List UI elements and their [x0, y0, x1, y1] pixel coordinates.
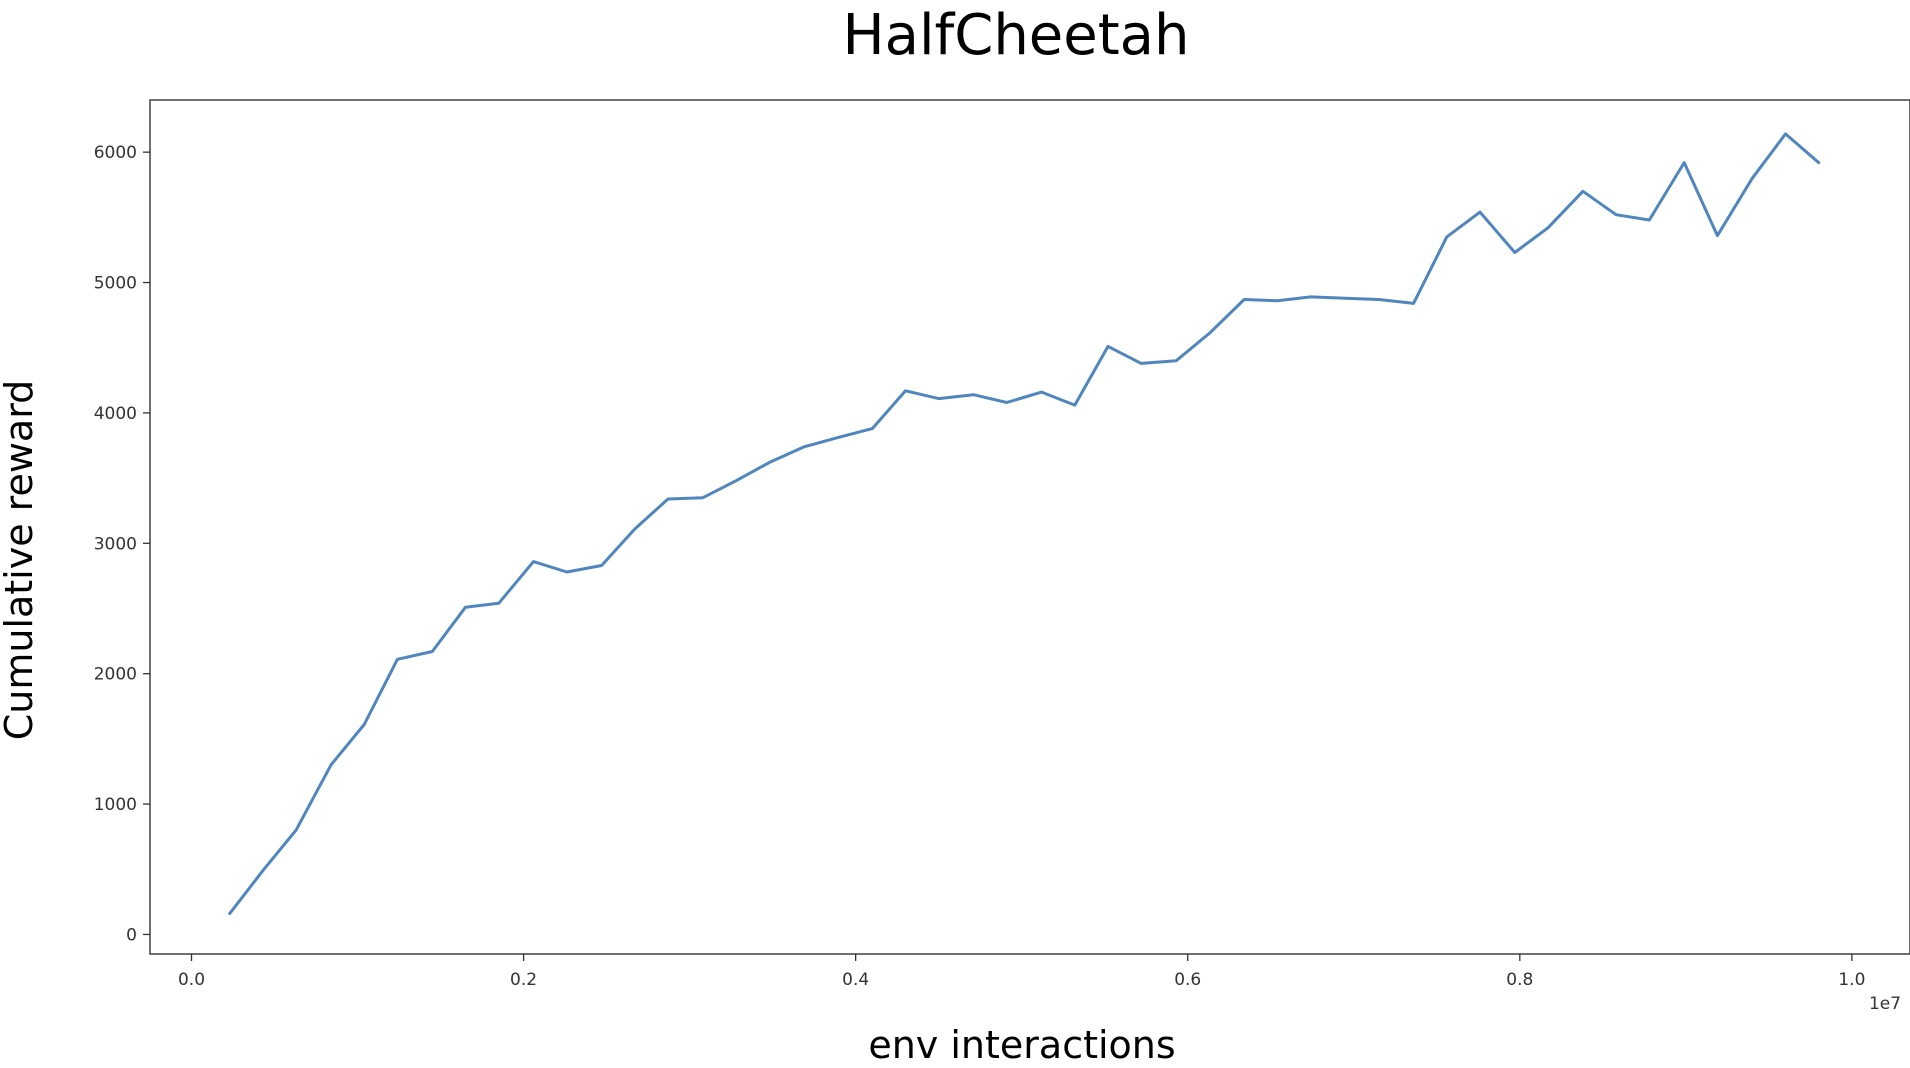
- x-axis-offset-label: 1e7: [1869, 994, 1901, 1014]
- chart-title: HalfCheetah: [843, 3, 1190, 68]
- y-tick-label: 2000: [94, 665, 137, 685]
- x-tick-label: 0.6: [1174, 970, 1201, 990]
- y-tick-label: 1000: [94, 795, 137, 815]
- y-axis-label: Cumulative reward: [0, 380, 41, 741]
- y-tick-label: 3000: [94, 534, 137, 554]
- x-tick-label: 0.4: [842, 970, 869, 990]
- x-tick-label: 0.2: [510, 970, 537, 990]
- x-axis: 0.0 0.2 0.4 0.6 0.8 1.0: [178, 954, 1865, 990]
- y-tick-label: 6000: [94, 143, 137, 163]
- x-tick-label: 0.0: [178, 970, 205, 990]
- x-tick-label: 1.0: [1838, 970, 1865, 990]
- x-axis-label: env interactions: [868, 1023, 1175, 1067]
- series-layer: [228, 132, 1821, 916]
- plot-frame: [149, 99, 1910, 955]
- y-axis: 0 1000 2000 3000 4000 5000 6000: [94, 143, 150, 945]
- y-tick-label: 0: [126, 925, 137, 945]
- y-tick-label: 4000: [94, 404, 137, 424]
- x-tick-label: 0.8: [1506, 970, 1533, 990]
- series-line: [228, 132, 1821, 916]
- y-tick-label: 5000: [94, 274, 137, 294]
